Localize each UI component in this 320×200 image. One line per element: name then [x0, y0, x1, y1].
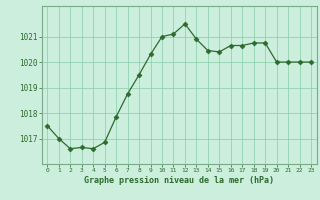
- X-axis label: Graphe pression niveau de la mer (hPa): Graphe pression niveau de la mer (hPa): [84, 176, 274, 185]
